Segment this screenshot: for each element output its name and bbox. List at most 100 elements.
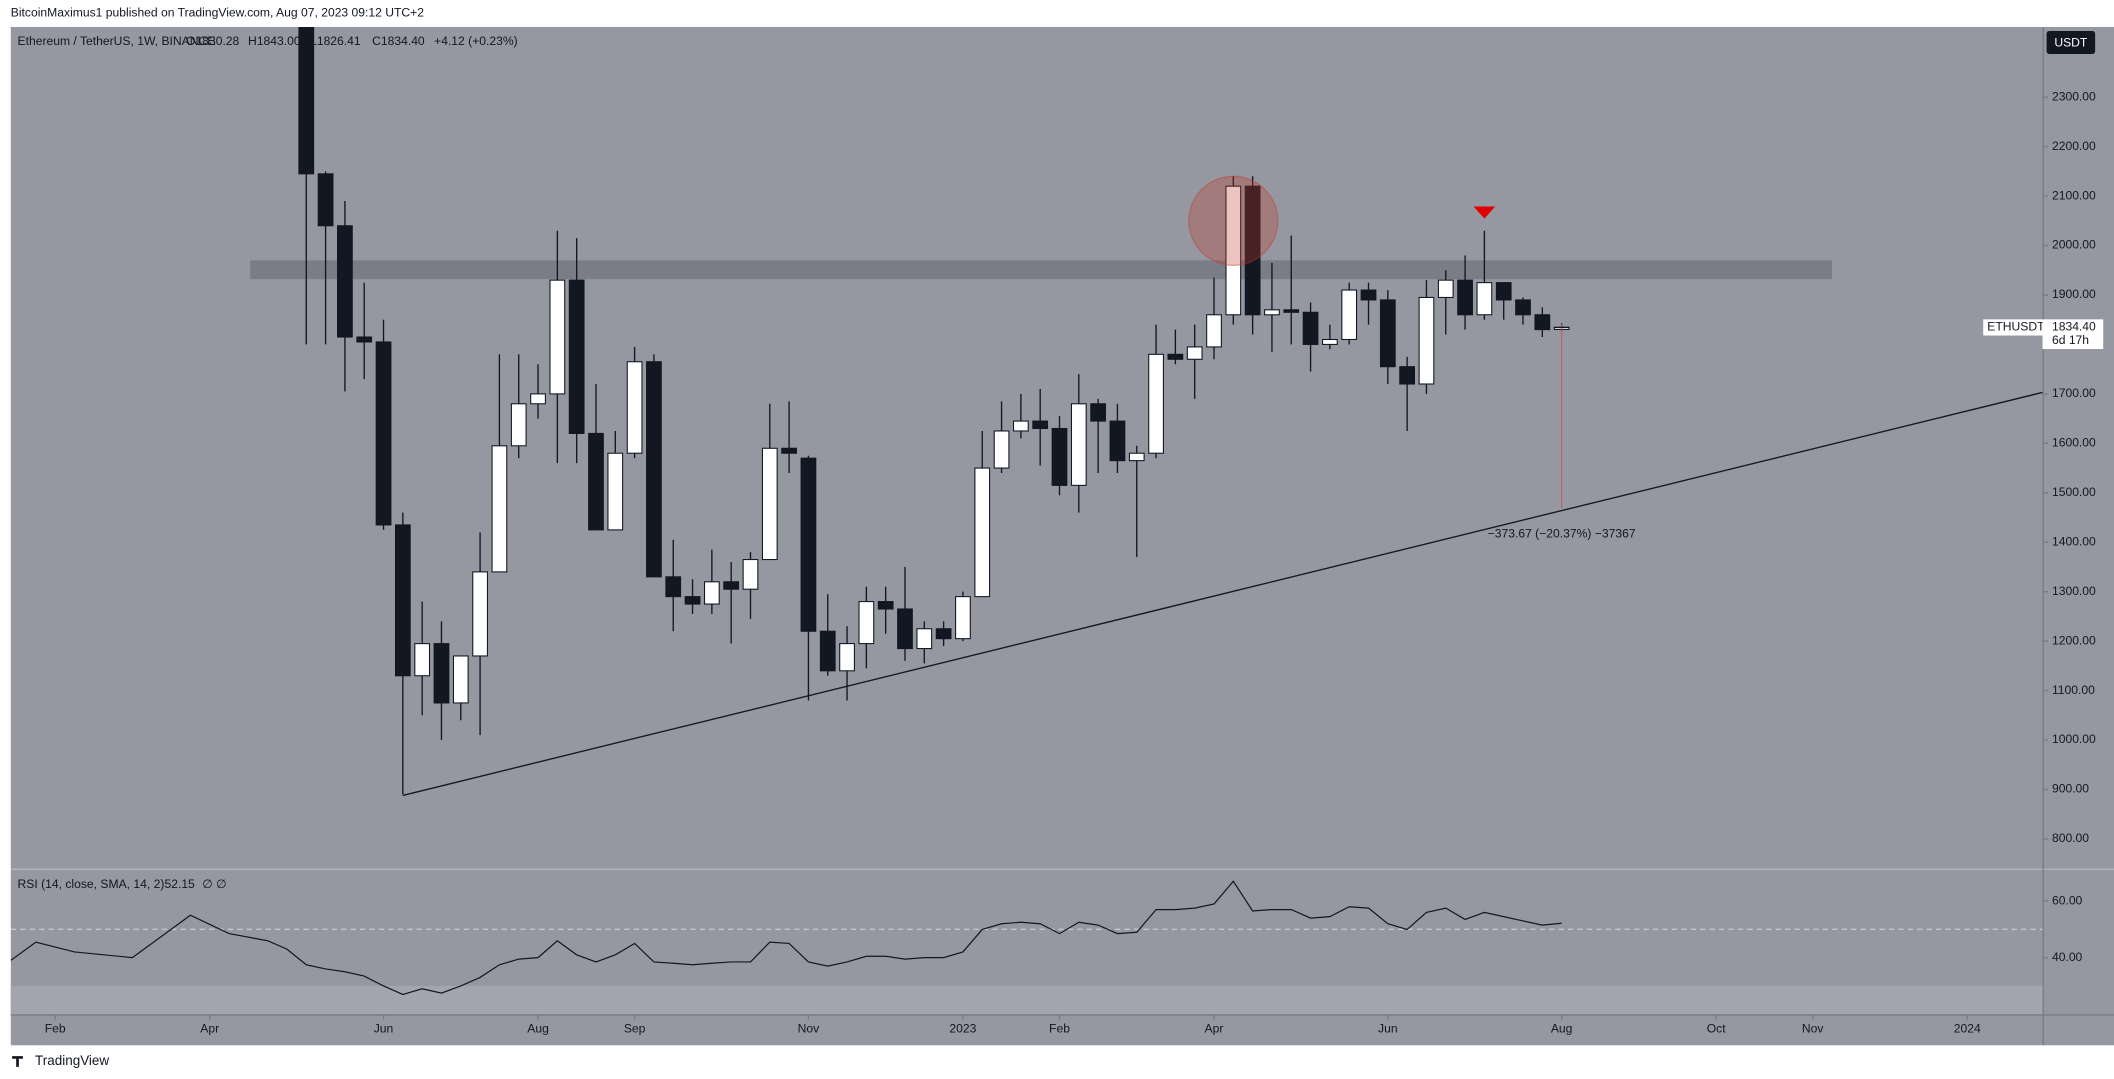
last-price-label: 1834.40	[2052, 320, 2096, 334]
candle-body	[1515, 299, 1531, 316]
price-tick-label: 1600.00	[2052, 436, 2096, 450]
candle-body	[1264, 309, 1280, 316]
time-tick-label: 2024	[1954, 1021, 1981, 1035]
price-tick-label: 1900.00	[2052, 287, 2096, 301]
candle-body	[472, 571, 488, 657]
candle-body	[626, 361, 643, 454]
brand: TradingView	[35, 1053, 109, 1068]
candle-body	[1012, 420, 1029, 432]
highlight-circle	[1188, 175, 1279, 266]
measure-label: −373.67 (−20.37%) −37367	[1488, 526, 1636, 540]
time-tick-label: 2023	[949, 1021, 976, 1035]
currency[interactable]: USDT	[2054, 35, 2088, 49]
candle-body	[1457, 279, 1473, 316]
time-tick-label: Nov	[798, 1021, 820, 1035]
price-tick-label: 800.00	[2052, 831, 2089, 845]
rsi-extra: ∅ ∅	[202, 877, 226, 891]
candle-body	[916, 628, 933, 650]
candle-body	[761, 447, 778, 561]
brand-logo	[12, 1056, 23, 1067]
candle-body	[800, 457, 817, 632]
candle-body	[1206, 314, 1222, 348]
candle-body	[530, 393, 546, 405]
time-tick-label: Feb	[45, 1021, 66, 1035]
candle-body	[568, 279, 585, 434]
candle-body	[1341, 289, 1358, 341]
candle-body	[1360, 289, 1377, 301]
candle-body	[549, 279, 566, 395]
ohlc-value: H1843.00	[248, 34, 301, 48]
symbol-tag	[1983, 319, 2043, 336]
rsi-pane	[10, 880, 1562, 996]
candle-body	[1399, 366, 1416, 385]
time-tick-label: Feb	[1049, 1021, 1070, 1035]
price-tick-label: 900.00	[2052, 782, 2089, 796]
candle-body	[452, 655, 469, 704]
resistance-zone	[250, 260, 1833, 280]
candle-body	[684, 596, 701, 605]
candle-body	[974, 467, 991, 598]
candle-body	[607, 452, 624, 531]
rsi-band	[10, 985, 2043, 1015]
candle-body	[375, 341, 392, 526]
price-tick-label: 1500.00	[2052, 485, 2096, 499]
candle-body	[414, 643, 431, 677]
candle-body	[955, 596, 971, 640]
price-tick-label: 1200.00	[2052, 633, 2096, 647]
time-tick-label: Aug	[1551, 1021, 1573, 1035]
candle-body	[935, 628, 952, 640]
symbol: Ethereum / TetherUS, 1W, BINANCE	[18, 34, 216, 48]
ohlc-value: O1830.28	[186, 34, 240, 48]
price-tick-label: 2300.00	[2052, 89, 2096, 103]
candle-body	[1167, 353, 1184, 360]
candle-body	[298, 26, 315, 175]
time-tick-label: Sep	[624, 1021, 646, 1035]
candle-body	[858, 601, 875, 645]
candle-body	[1302, 311, 1319, 345]
price-tick-label: 2100.00	[2052, 188, 2096, 202]
ohlc-value: C1834.40	[372, 34, 425, 48]
time-tick-label: Jun	[1378, 1021, 1398, 1035]
candle-body	[1418, 296, 1435, 385]
price-tick-label: 2000.00	[2052, 238, 2096, 252]
candle-body	[1476, 282, 1493, 316]
publisher: BitcoinMaximus1 published on TradingView…	[11, 6, 424, 20]
price-tick-label: 1100.00	[2052, 683, 2095, 697]
candle-body	[1379, 299, 1396, 368]
rejection-marker	[1473, 206, 1496, 219]
candle-body	[1148, 353, 1164, 454]
candle-body	[703, 581, 720, 605]
candle-body	[877, 601, 894, 610]
rsi-tick-label: 40.00	[2052, 950, 2083, 964]
symbol-tag-label: ETHUSDT	[1987, 320, 2045, 334]
trendline	[402, 391, 2043, 797]
rsi-value: 52.15	[164, 877, 195, 891]
time-tick-label: Jun	[374, 1021, 394, 1035]
change: +4.12 (+0.23%)	[434, 34, 518, 48]
candle-body	[839, 643, 855, 672]
candle-body	[588, 432, 604, 531]
time-tick-label: Aug	[527, 1021, 549, 1035]
candle-body	[337, 225, 353, 338]
candle-body	[1437, 279, 1454, 298]
candle-body	[1244, 185, 1261, 316]
candle-body	[1051, 427, 1068, 486]
candle-body	[1283, 309, 1300, 313]
rsi-label: RSI (14, close, SMA, 14, 2)	[18, 877, 165, 891]
candle-body	[433, 643, 450, 704]
candle-body	[1128, 452, 1145, 462]
candle-body	[781, 447, 797, 454]
candle-body	[1322, 338, 1338, 345]
candle-body	[1109, 420, 1126, 462]
candle-body	[1225, 185, 1242, 316]
candle-body	[317, 173, 334, 227]
candle-body	[356, 336, 373, 343]
currency-button[interactable]	[2046, 31, 2096, 54]
candle-body	[491, 445, 508, 573]
rsi-line	[10, 880, 1562, 996]
ohlc-value: L1826.41	[310, 34, 361, 48]
time-tick-label: Nov	[1802, 1021, 1824, 1035]
candle-body	[723, 581, 740, 590]
candle-body	[394, 524, 411, 677]
